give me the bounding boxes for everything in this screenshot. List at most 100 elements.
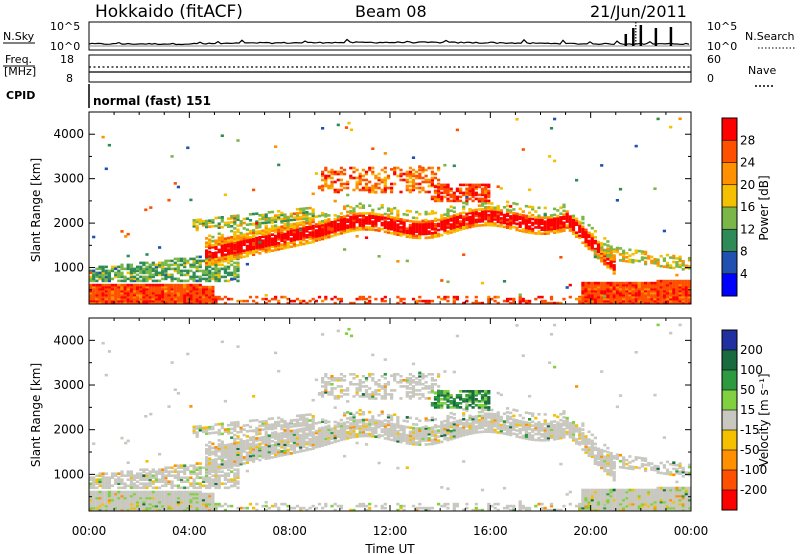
power-cell: [283, 236, 287, 240]
power-cell: [672, 287, 676, 291]
power-cell: [581, 283, 585, 287]
power-cell: [136, 273, 140, 277]
power-cell: [120, 301, 124, 304]
power-cell: [217, 273, 221, 277]
power-cell: [415, 186, 419, 190]
power-cell: [396, 301, 400, 304]
power-cell: [311, 210, 315, 213]
power-cell: [446, 232, 450, 235]
power-cell: [324, 219, 328, 222]
velocity-cell: [321, 436, 325, 439]
power-cell: [625, 260, 629, 263]
velocity-cell: [242, 458, 246, 461]
power-cell: [139, 283, 143, 287]
power-cell: [493, 224, 497, 227]
velocity-cell: [227, 427, 231, 431]
power-cell: [386, 209, 391, 212]
power-cell: [465, 218, 469, 222]
velocity-cell: [242, 446, 246, 449]
power-cell: [402, 232, 406, 236]
power-cell: [474, 214, 478, 218]
velocity-cell: [330, 393, 334, 396]
power-cell: [386, 176, 391, 180]
velocity-cell: [126, 498, 130, 502]
power-cell: [158, 261, 162, 265]
power-cell: [195, 283, 199, 287]
power-cell: [609, 265, 613, 268]
velocity-cell: [95, 478, 99, 481]
power-cell: [230, 263, 234, 267]
power-cell: [487, 199, 491, 203]
power-cell: [236, 246, 240, 250]
velocity-cell: [261, 456, 265, 459]
power-cell: [148, 271, 152, 275]
power-cell: [123, 277, 127, 281]
power-cell: [377, 229, 381, 232]
power-cell: [565, 224, 569, 227]
power-cell: [421, 186, 425, 190]
velocity-cell: [233, 427, 237, 430]
power-cell: [208, 221, 212, 224]
velocity-cell: [176, 478, 180, 481]
power-cell: [220, 256, 224, 259]
power-cell: [208, 244, 212, 248]
power-cell: [186, 271, 190, 275]
power-cell: [239, 236, 243, 239]
velocity-cell: [223, 428, 227, 431]
velocity-cell: [211, 470, 215, 473]
velocity-cell: [142, 494, 146, 498]
velocity-cell: [220, 432, 224, 436]
power-cell: [618, 247, 623, 250]
power-cell: [242, 237, 246, 240]
power-cell: [669, 281, 673, 285]
velocity-cell: [167, 500, 171, 504]
power-cell: [292, 216, 296, 219]
power-cell: [684, 299, 688, 303]
velocity-cell: [324, 381, 328, 384]
velocity-cell: [211, 482, 215, 485]
power-cell: [258, 230, 262, 233]
power-cell: [170, 259, 174, 263]
power-cell: [499, 217, 503, 220]
power-cell: [132, 289, 137, 293]
power-cell: [230, 252, 234, 255]
power-cell: [612, 295, 616, 299]
power-cell: [449, 189, 453, 193]
power-cell: [656, 287, 660, 291]
power-cell: [549, 229, 554, 233]
velocity-cell: [314, 431, 318, 435]
power-cell: [393, 230, 397, 234]
velocity-cell: [283, 453, 287, 456]
power-cell: [98, 295, 102, 299]
velocity-cell: [161, 506, 165, 510]
power-cell: [625, 291, 629, 295]
power-cell: [343, 229, 347, 232]
power-cell: [534, 297, 538, 301]
velocity-cell: [148, 482, 152, 485]
power-cell: [189, 275, 193, 279]
power-cell: [590, 234, 594, 238]
power-cell: [189, 289, 193, 293]
power-cell: [665, 287, 670, 291]
velocity-cell: [305, 426, 309, 429]
power-cell: [443, 223, 447, 226]
power-cell: [411, 230, 416, 233]
velocity-cell: [343, 393, 347, 396]
power-cell: [452, 164, 456, 168]
velocity-cell: [179, 476, 184, 479]
power-cell: [581, 289, 585, 293]
power-cell: [390, 212, 394, 215]
power-cell: [430, 223, 434, 227]
power-cell: [245, 250, 249, 254]
power-cell: [92, 297, 96, 301]
velocity-cell: [211, 508, 215, 511]
power-cell: [634, 299, 638, 303]
power-cell: [418, 220, 422, 224]
velocity-cell: [192, 484, 196, 488]
power-cell: [139, 261, 143, 265]
velocity-cell: [151, 506, 155, 510]
power-cell: [452, 218, 456, 221]
velocity-cell: [114, 506, 118, 510]
power-cell: [289, 233, 293, 236]
nsky-trace: [88, 38, 690, 46]
